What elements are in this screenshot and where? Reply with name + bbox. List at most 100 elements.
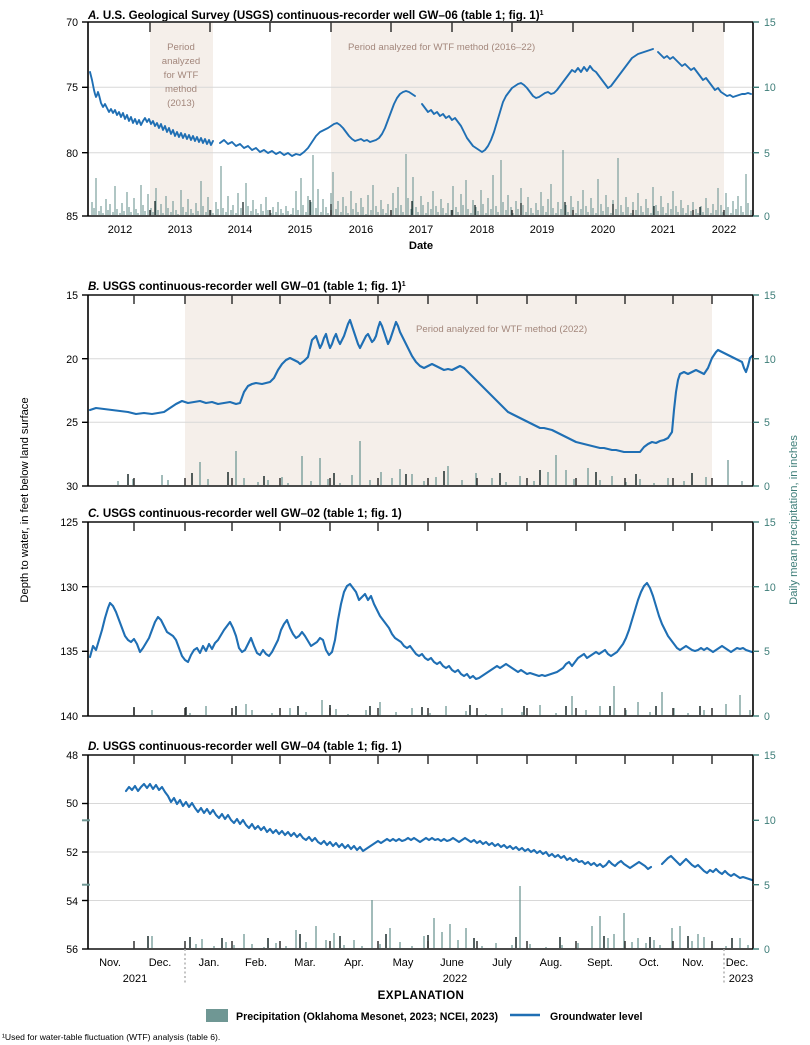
svg-text:50: 50 (66, 798, 78, 810)
explanation-block: EXPLANATION Precipitation (Oklahoma Meso… (2, 989, 642, 1042)
svg-text:70: 70 (66, 17, 78, 29)
svg-text:2012: 2012 (108, 224, 132, 236)
svg-text:Oct.: Oct. (639, 957, 659, 969)
svg-text:2013: 2013 (168, 224, 192, 236)
panel-d-right-ticks: 15 10 5 0 (753, 750, 776, 956)
svg-text:85: 85 (66, 211, 78, 223)
svg-text:10: 10 (764, 82, 776, 94)
svg-text:0: 0 (764, 711, 770, 723)
left-axis-title: Depth to water, in feet below land surfa… (19, 397, 31, 602)
svg-text:2018: 2018 (470, 224, 494, 236)
svg-text:analyzed: analyzed (162, 56, 200, 67)
panel-b-x-ticks (133, 295, 713, 486)
svg-text:80: 80 (66, 148, 78, 160)
panel-b-right-ticks: 15 10 5 0 (753, 290, 776, 493)
svg-text:75: 75 (66, 82, 78, 94)
svg-text:2016: 2016 (349, 224, 373, 236)
panel-a-shade-2013 (150, 22, 213, 216)
svg-text:0: 0 (764, 944, 770, 956)
svg-text:Nov.: Nov. (682, 957, 704, 969)
svg-text:May: May (393, 957, 414, 969)
svg-text:15: 15 (764, 17, 776, 29)
svg-text:5: 5 (764, 646, 770, 658)
svg-text:Period: Period (167, 42, 195, 53)
panel-b-shade-2022 (185, 295, 712, 486)
explanation-title: EXPLANATION (378, 989, 465, 1002)
svg-text:48: 48 (66, 750, 78, 762)
svg-text:25: 25 (66, 417, 78, 429)
footnote-text: ¹Used for water-table fluctuation (WTF) … (2, 1032, 220, 1042)
panel-c-title: C. USGS continuous-recorder well GW–02 (… (88, 507, 402, 520)
svg-text:56: 56 (66, 944, 78, 956)
panel-d-left-ticks: 48 50 52 54 56 (66, 750, 88, 956)
svg-text:0: 0 (764, 481, 770, 493)
right-axis-title: Daily mean precipitation, in inches (788, 435, 800, 605)
panel-a-shade-label-2016-22: Period analyzed for WTF method (2016–22) (348, 42, 535, 53)
panel-d-x-ticks (133, 755, 713, 949)
svg-text:2023: 2023 (729, 973, 753, 985)
panel-c-plot-bg (88, 522, 753, 716)
panel-d-x-year-labels: 2021 2022 2023 (123, 973, 753, 985)
svg-text:5: 5 (764, 148, 770, 160)
svg-text:15: 15 (764, 750, 776, 762)
svg-text:July: July (492, 957, 512, 969)
panel-d-year-dividers (184, 949, 725, 985)
svg-text:125: 125 (60, 517, 78, 529)
svg-text:5: 5 (764, 417, 770, 429)
panel-d-left-precip-stubs (82, 819, 90, 886)
svg-text:135: 135 (60, 646, 78, 658)
svg-text:2022: 2022 (443, 973, 467, 985)
svg-text:Mar.: Mar. (294, 957, 315, 969)
svg-text:0: 0 (764, 211, 770, 223)
panel-c: C. USGS continuous-recorder well GW–02 (… (60, 507, 776, 723)
panel-a-shade-2016-22 (331, 22, 724, 216)
svg-text:15: 15 (66, 290, 78, 302)
panel-a-groundwater-line (89, 48, 752, 157)
panel-d-precipitation-bars-dark (147, 934, 733, 949)
svg-text:Dec.: Dec. (149, 957, 172, 969)
panel-b-title: B. USGS continuous-recorder well GW–01 (… (88, 280, 406, 293)
svg-text:2019: 2019 (530, 224, 554, 236)
panel-c-groundwater-line (88, 581, 754, 681)
panel-a-left-ticks: 70 75 80 85 (66, 17, 88, 223)
svg-text:Jan.: Jan. (199, 957, 220, 969)
svg-text:130: 130 (60, 582, 78, 594)
panel-a-x-ticks (149, 22, 725, 216)
panel-b-groundwater-line (88, 318, 754, 454)
svg-text:30: 30 (66, 481, 78, 493)
panel-d-title: D. USGS continuous-recorder well GW–04 (… (88, 740, 402, 753)
svg-text:2021: 2021 (651, 224, 675, 236)
panel-a-x-axis-label: Date (409, 240, 433, 252)
svg-text:10: 10 (764, 354, 776, 366)
panel-a-shade-label-2013: Period analyzed for WTF method (2013) (162, 42, 200, 109)
panel-a-right-ticks: 15 10 5 0 (753, 17, 776, 223)
svg-text:Feb.: Feb. (245, 957, 267, 969)
svg-text:Dec.: Dec. (726, 957, 749, 969)
legend-precipitation-label: Precipitation (Oklahoma Mesonet, 2023; N… (236, 1011, 498, 1023)
svg-text:2021: 2021 (123, 973, 147, 985)
panel-b-precipitation-bars-dark (127, 470, 693, 486)
svg-text:15: 15 (764, 290, 776, 302)
panel-c-precipitation-bars-dark (133, 705, 701, 716)
svg-text:2017: 2017 (409, 224, 433, 236)
panel-a-title: A. U.S. Geological Survey (USGS) continu… (87, 9, 544, 22)
panel-b-left-ticks: 15 20 25 30 (66, 290, 88, 493)
svg-text:method: method (165, 84, 197, 95)
panel-b: B. USGS continuous-recorder well GW–01 (… (66, 280, 776, 493)
svg-text:10: 10 (764, 815, 776, 827)
svg-text:Nov.: Nov. (99, 957, 121, 969)
panel-a-precipitation-bars-dark (154, 200, 701, 216)
svg-text:2015: 2015 (288, 224, 312, 236)
panel-c-x-ticks (133, 522, 713, 716)
svg-text:20: 20 (66, 354, 78, 366)
panel-b-precipitation-bars (117, 441, 743, 486)
svg-text:52: 52 (66, 847, 78, 859)
svg-text:Sept.: Sept. (587, 957, 613, 969)
panel-a: A. U.S. Geological Survey (USGS) continu… (66, 9, 776, 252)
legend-groundwater-label: Groundwater level (550, 1011, 642, 1023)
svg-text:15: 15 (764, 517, 776, 529)
panel-d-x-month-labels: Nov. Dec. Jan. Feb. Mar. Apr. May June J… (99, 957, 748, 969)
svg-text:2020: 2020 (591, 224, 615, 236)
panel-c-left-ticks: 125 130 135 140 (60, 517, 88, 723)
